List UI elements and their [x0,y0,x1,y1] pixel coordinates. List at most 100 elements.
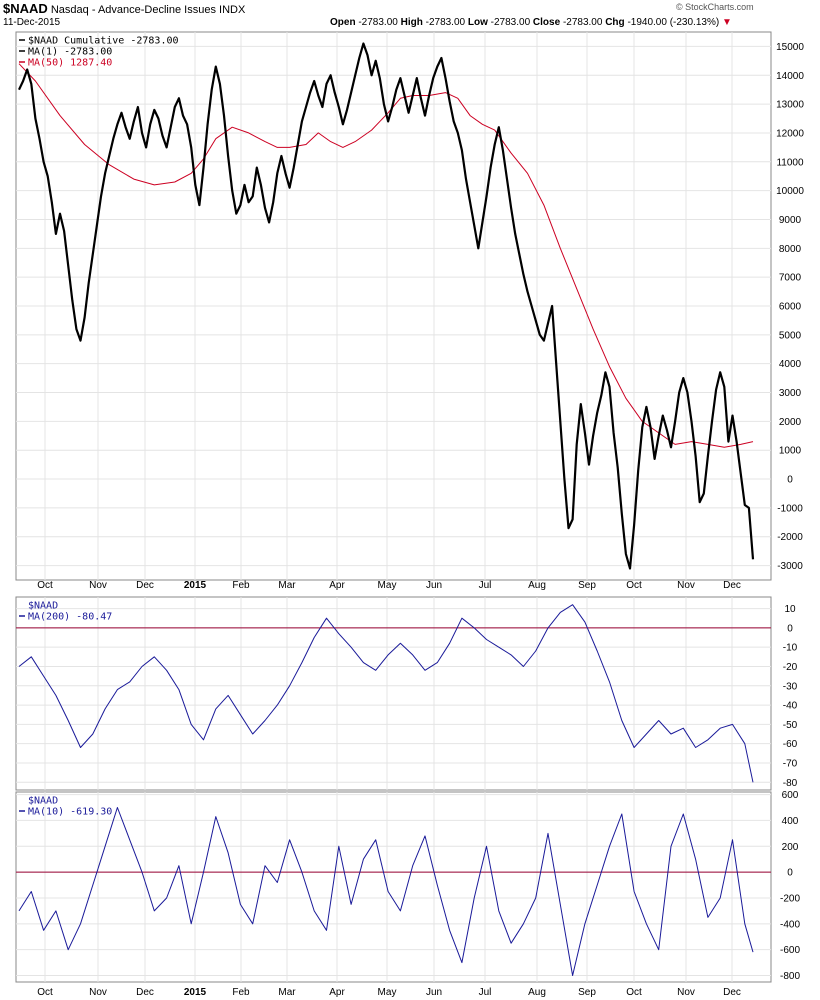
close-value: -2783.00 [562,17,603,28]
date-label: 11-Dec-2015 [3,17,61,28]
y-tick-label: -200 [780,893,800,904]
x-tick-label: Apr [329,987,345,998]
x-tick-label: Sep [578,580,596,591]
x-tick-label: Nov [677,580,695,591]
x-tick-label: Oct [37,580,53,591]
x-tick-label: Dec [723,580,741,591]
y-tick-label: 0 [787,868,793,879]
y-tick-label: -50 [783,720,798,731]
close-label: Close [532,17,561,28]
y-tick-label: -60 [783,739,798,750]
x-tick-label: Mar [278,580,296,591]
x-tick-label: Jun [426,580,442,591]
legend-entry: $NAAD Cumulative -2783.00 [28,36,179,47]
legend-entry: MA(1) -2783.00 [28,47,112,58]
symbol-label: $NAAD [3,1,48,16]
x-tick-label: Dec [136,987,154,998]
x-tick-label: Oct [37,987,53,998]
x-tick-label: May [378,580,397,591]
chg-value: -1940.00 (-230.13%) [627,17,720,28]
watermark: © StockCharts.com [676,2,754,12]
y-tick-label: -400 [780,919,800,930]
y-tick-label: 3000 [779,388,802,399]
legend-entry: MA(200) -80.47 [28,612,112,623]
y-tick-label: 4000 [779,359,802,370]
legend-entry: MA(10) -619.30 [28,807,112,818]
x-tick-label: Aug [528,580,546,591]
panels-layer: 1500014000130001200011000100009000800070… [15,31,804,998]
open-value: -2783.00 [358,17,398,28]
x-tick-label: Oct [626,987,642,998]
x-tick-label: Jun [426,987,442,998]
x-tick-label: Nov [89,987,107,998]
exchange-label: INDX [219,4,246,16]
y-tick-label: -3000 [777,561,803,572]
y-tick-label: 10 [784,604,796,615]
x-tick-label: Oct [626,580,642,591]
y-tick-label: -10 [783,643,798,654]
y-tick-label: -30 [783,681,798,692]
ohlc-summary: Open -2783.00 High -2783.00 Low -2783.00… [330,17,732,28]
x-tick-label: Nov [89,580,107,591]
y-tick-label: 200 [782,842,799,853]
y-tick-label: 0 [787,475,793,486]
y-tick-label: -20 [783,662,798,673]
x-tick-label: Jul [479,580,492,591]
panel-frame [15,791,772,983]
y-tick-label: 8000 [779,244,802,255]
series-line-ma-50 [18,63,754,448]
high-value: -2783.00 [425,17,466,28]
high-label: High [400,17,423,28]
chart-header: $NAAD Nasdaq - Advance-Decline Issues IN… [3,1,245,16]
series-line-naad-cumulative [18,42,755,570]
series-line-ma-200 [18,604,754,783]
y-tick-label: 13000 [776,100,804,111]
legend-entry: $NAAD [28,601,58,612]
series-line-ma-10 [18,807,754,976]
x-tick-label: Dec [723,987,741,998]
chg-label: Chg [605,17,625,28]
x-tick-label: 2015 [184,987,207,998]
instrument-name: Nasdaq - Advance-Decline Issues [50,4,216,16]
y-tick-label: 2000 [779,417,802,428]
y-tick-label: 6000 [779,302,802,313]
y-tick-label: -1000 [777,503,803,514]
legend-entry: MA(50) 1287.40 [28,58,112,69]
down-arrow-icon: ▼ [721,17,732,28]
low-value: -2783.00 [490,17,531,28]
x-tick-label: 2015 [184,580,207,591]
y-tick-label: 9000 [779,215,802,226]
y-tick-label: 5000 [779,330,802,341]
y-tick-label: 0 [787,623,793,634]
low-label: Low [467,17,488,28]
x-tick-label: May [378,987,397,998]
y-tick-label: 1000 [779,446,802,457]
open-label: Open [330,17,356,28]
x-tick-label: Feb [232,580,250,591]
panel-2: 10 0 -10 -20 -30 -40 -50 -60 -70 -80 $NAADMA(200) … [15,596,798,791]
x-tick-label: Aug [528,987,546,998]
y-tick-label: 400 [782,816,799,827]
x-tick-label: Apr [329,580,345,591]
panel-1: 1500014000130001200011000100009000800070… [15,31,804,581]
y-tick-label: 14000 [776,71,804,82]
x-tick-label: Dec [136,580,154,591]
y-tick-label: 7000 [779,273,802,284]
y-tick-label: -2000 [777,532,803,543]
y-tick-label: -70 [783,758,798,769]
y-tick-label: 12000 [776,128,804,139]
legend-entry: $NAAD [28,796,58,807]
x-tick-label: Sep [578,987,596,998]
y-tick-label: 600 [782,790,799,801]
x-tick-label: Feb [232,987,250,998]
panel-frame [15,596,772,791]
y-tick-label: -80 [783,778,798,789]
y-tick-label: 15000 [776,42,804,53]
x-tick-label: Jul [479,987,492,998]
y-tick-label: 11000 [776,157,804,168]
y-tick-label: 10000 [776,186,804,197]
y-tick-label: -800 [780,971,800,982]
y-tick-label: -40 [783,701,798,712]
